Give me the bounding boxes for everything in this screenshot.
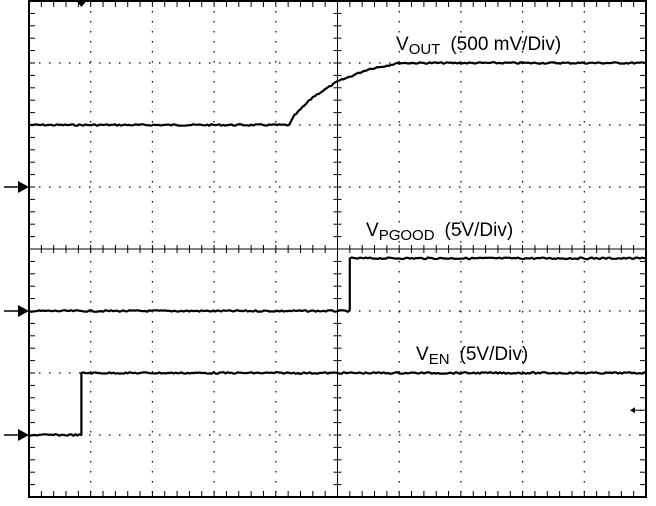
trace-vout	[29, 61, 646, 127]
trigger-marker-icon	[76, 1, 87, 7]
traces	[28, 61, 647, 437]
offset-arrow-icon	[630, 407, 635, 414]
trace-ven	[28, 371, 647, 437]
ground-arrow-icon	[18, 181, 29, 193]
trace-label-ven: VEN (5V/Div)	[416, 344, 528, 368]
graticule	[28, 0, 647, 498]
ground-markers	[4, 181, 642, 441]
trace-label-vout: VOUT (500 mV/Div)	[396, 34, 561, 58]
ground-arrow-icon	[18, 305, 29, 317]
trace-vpgood	[28, 256, 647, 313]
plot-frame	[28, 0, 647, 498]
ground-arrow-icon	[18, 429, 29, 441]
trace-label-vpgood: VPGOOD (5V/Div)	[366, 220, 513, 244]
